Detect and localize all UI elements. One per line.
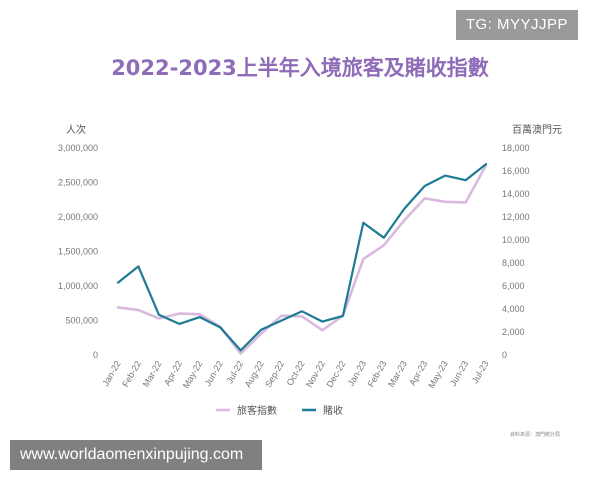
left-axis-title: 人次 <box>66 125 86 136</box>
x-tick-label: May-23 <box>426 359 450 390</box>
legend-gaming-revenue-label: 賭收 <box>323 404 343 417</box>
left-tick-label: 1,500,000 <box>58 247 98 257</box>
right-tick-label: 12,000 <box>502 212 530 222</box>
x-tick-label: Apr-22 <box>162 359 184 387</box>
right-tick-label: 16,000 <box>502 166 530 176</box>
right-tick-label: 6,000 <box>502 281 525 291</box>
x-tick-label: Jul-22 <box>224 359 245 385</box>
right-axis-title: 百萬澳門元 <box>512 125 562 136</box>
source-note: 資料來源：澳門統計局 <box>509 432 560 438</box>
right-tick-label: 10,000 <box>502 235 530 245</box>
x-tick-label: Jul-23 <box>470 359 491 385</box>
right-tick-label: 8,000 <box>502 258 525 268</box>
right-tick-label: 2,000 <box>502 327 525 337</box>
left-tick-label: 1,000,000 <box>58 281 98 291</box>
x-tick-label: Jun-22 <box>203 359 225 388</box>
right-tick-label: 0 <box>502 350 507 360</box>
left-tick-label: 500,000 <box>65 316 98 326</box>
left-tick-label: 2,000,000 <box>58 212 98 222</box>
left-tick-label: 2,500,000 <box>58 178 98 188</box>
x-tick-label: Mar-23 <box>386 359 409 389</box>
right-tick-label: 18,000 <box>502 143 530 153</box>
left-tick-label: 0 <box>93 350 98 360</box>
right-tick-label: 14,000 <box>502 189 530 199</box>
left-tick-label: 3,000,000 <box>58 143 98 153</box>
x-tick-label: Jun-23 <box>448 359 470 388</box>
x-tick-label: Mar-22 <box>141 359 164 389</box>
chart-title: 2022-2023上半年入境旅客及賭收指數 <box>111 56 489 80</box>
legend-visitor-index-label: 旅客指數 <box>237 404 277 417</box>
gaming-revenue-line <box>116 163 488 352</box>
telegram-badge: TG: MYYJJPP <box>455 10 578 40</box>
x-tick-label: Dec-22 <box>324 359 347 389</box>
x-tick-label: May-22 <box>181 359 205 390</box>
x-tick-label: Apr-23 <box>407 359 429 387</box>
x-tick-label: Oct-22 <box>285 359 307 387</box>
website-watermark: www.worldaomenxinpujing.com <box>10 440 262 470</box>
visitor-index-line <box>116 164 488 355</box>
right-tick-label: 4,000 <box>502 304 525 314</box>
x-tick-label: Sep-22 <box>263 359 286 389</box>
